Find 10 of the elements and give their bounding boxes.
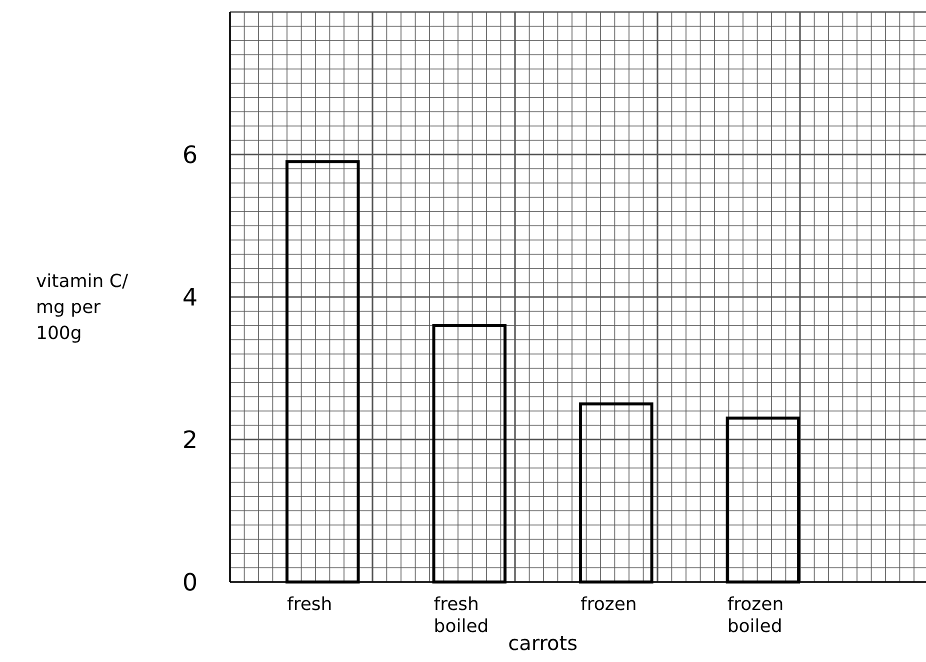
x-axis-title: carrots [508,631,578,655]
y-tick-label: 2 [182,426,198,454]
y-tick-label: 6 [182,140,198,169]
x-tick-label: frozen boiled [727,594,784,637]
x-tick-label: fresh [287,594,332,615]
x-tick-label: fresh boiled [434,594,489,637]
x-tick-label: frozen [580,594,637,615]
y-axis-title: vitamin C/ mg per 100g [36,271,129,344]
y-tick-label: 4 [182,283,198,312]
y-tick-label: 0 [182,568,198,596]
